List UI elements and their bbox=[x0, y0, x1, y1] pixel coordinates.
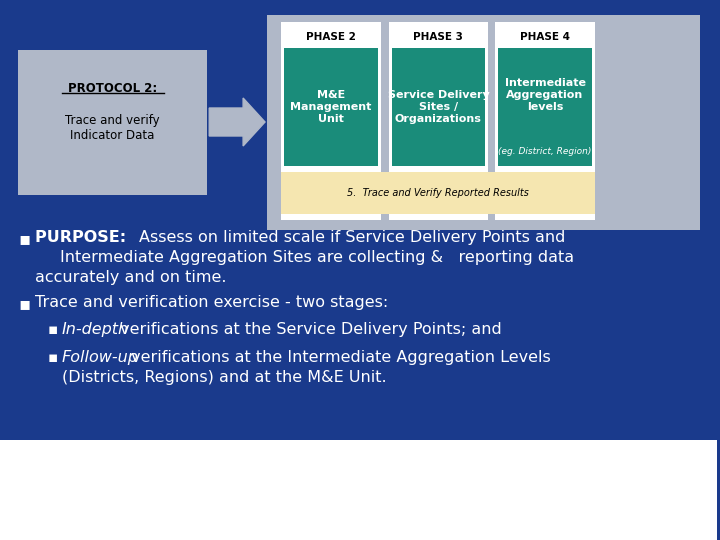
Text: PHASE 2: PHASE 2 bbox=[306, 32, 356, 42]
Text: verifications at the Intermediate Aggregation Levels: verifications at the Intermediate Aggreg… bbox=[125, 350, 550, 365]
Bar bbox=[389, 22, 488, 220]
Text: PHASE 3: PHASE 3 bbox=[413, 32, 464, 42]
Bar bbox=[495, 22, 595, 220]
Text: ▪: ▪ bbox=[18, 230, 30, 248]
Text: PHASE 4: PHASE 4 bbox=[520, 32, 570, 42]
Bar bbox=[267, 15, 701, 230]
Text: Follow-up: Follow-up bbox=[62, 350, 139, 365]
Text: Trace and verify
Indicator Data: Trace and verify Indicator Data bbox=[66, 114, 160, 142]
Text: ▪: ▪ bbox=[48, 322, 58, 337]
Text: M&E
Management
Unit: M&E Management Unit bbox=[290, 90, 372, 124]
Text: Trace and verification exercise - two stages:: Trace and verification exercise - two st… bbox=[35, 295, 388, 310]
Bar bbox=[392, 48, 485, 166]
Bar bbox=[284, 48, 377, 166]
Text: Service Delivery
Sites /
Organizations: Service Delivery Sites / Organizations bbox=[387, 90, 490, 124]
Text: Intermediate Aggregation Sites are collecting &   reporting data: Intermediate Aggregation Sites are colle… bbox=[60, 250, 574, 265]
Text: PROTOCOL 2:: PROTOCOL 2: bbox=[68, 82, 157, 94]
Bar bbox=[18, 50, 207, 195]
Text: (Districts, Regions) and at the M&E Unit.: (Districts, Regions) and at the M&E Unit… bbox=[62, 370, 387, 385]
Bar bbox=[281, 172, 595, 214]
Text: In-depth: In-depth bbox=[62, 322, 129, 337]
FancyArrow shape bbox=[210, 98, 265, 146]
Bar bbox=[0, 440, 717, 540]
Text: Assess on limited scale if Service Delivery Points and: Assess on limited scale if Service Deliv… bbox=[140, 230, 566, 245]
Text: 5.  Trace and Verify Reported Results: 5. Trace and Verify Reported Results bbox=[348, 188, 529, 198]
Text: ▪: ▪ bbox=[18, 295, 30, 313]
Text: Intermediate
Aggregation
levels: Intermediate Aggregation levels bbox=[505, 78, 585, 112]
Text: PURPOSE:: PURPOSE: bbox=[35, 230, 138, 245]
Text: ▪: ▪ bbox=[48, 350, 58, 365]
Text: accurately and on time.: accurately and on time. bbox=[35, 270, 226, 285]
Bar bbox=[281, 22, 381, 220]
Text: (eg. District, Region): (eg. District, Region) bbox=[498, 147, 592, 157]
Text: verifications at the Service Delivery Points; and: verifications at the Service Delivery Po… bbox=[114, 322, 501, 337]
Bar bbox=[498, 48, 592, 166]
